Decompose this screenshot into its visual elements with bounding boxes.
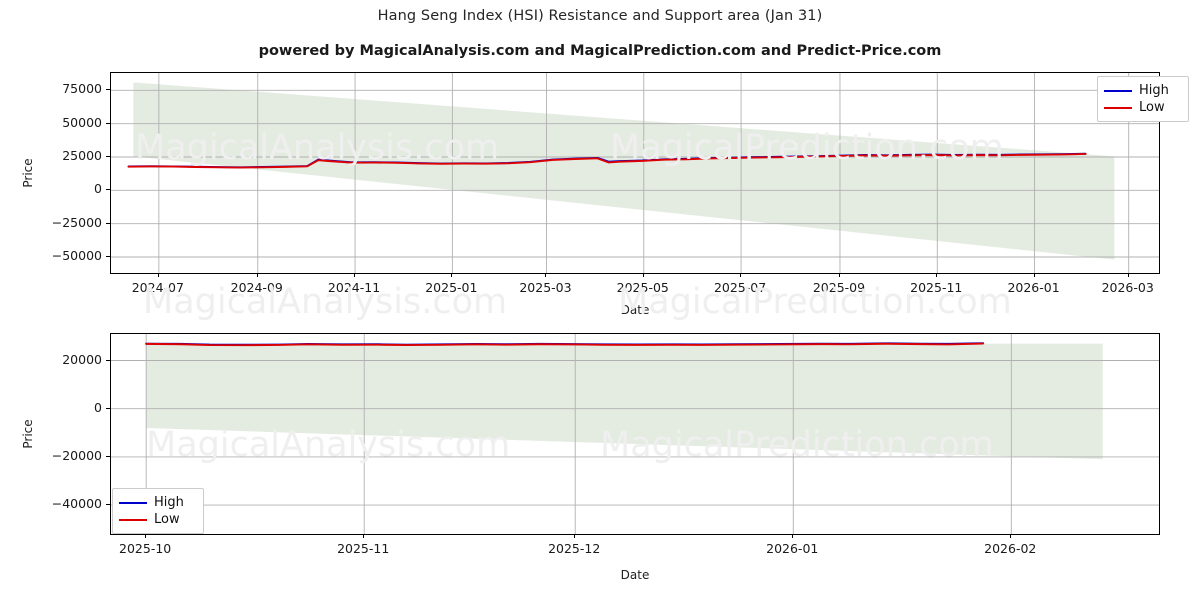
y-tick-mark xyxy=(106,89,110,91)
x-tick-mark xyxy=(354,273,356,277)
x-tick-label: 2025-03 xyxy=(519,280,572,295)
y-tick-label: −50000 xyxy=(51,248,102,263)
x-tick-mark xyxy=(145,534,147,538)
y-tick-label: −20000 xyxy=(51,447,102,463)
x-tick-mark xyxy=(1127,273,1129,277)
y-tick-mark xyxy=(106,222,110,224)
x-tick-label: 2025-12 xyxy=(548,541,601,556)
legend-item-high[interactable]: High xyxy=(119,494,195,511)
x-tick-label: 2024-07 xyxy=(131,280,184,295)
y-tick-mark xyxy=(106,156,110,157)
lower-chart-svg xyxy=(111,334,1159,534)
x-tick-mark xyxy=(574,534,576,538)
x-tick-label: 2024-09 xyxy=(230,280,283,295)
upper-chart-xlabel: Date xyxy=(620,303,650,317)
upper-chart-legend[interactable]: High Low xyxy=(1097,76,1189,122)
y-tick-mark xyxy=(106,256,110,257)
legend-swatch-low xyxy=(1104,106,1132,109)
y-tick-label: 25000 xyxy=(62,148,102,163)
x-tick-label: 2026-02 xyxy=(984,541,1037,556)
x-tick-mark xyxy=(451,273,453,277)
x-tick-label: 2025-07 xyxy=(713,280,767,295)
y-tick-mark xyxy=(106,359,110,361)
x-tick-mark xyxy=(363,534,365,538)
y-tick-label: 20000 xyxy=(62,351,102,367)
lower-chart-xlabel: Date xyxy=(620,568,650,582)
legend-swatch-high xyxy=(1104,89,1132,92)
y-tick-mark xyxy=(106,189,110,191)
x-tick-mark xyxy=(792,534,794,538)
legend-label-high: High xyxy=(1139,83,1169,98)
legend-item-low[interactable]: Low xyxy=(119,511,195,528)
support-resistance-band xyxy=(133,82,1115,260)
x-tick-mark xyxy=(838,273,840,277)
legend-label-high: High xyxy=(154,495,184,510)
series-line-low xyxy=(145,342,985,347)
legend-swatch-high xyxy=(119,501,147,504)
x-tick-mark xyxy=(1010,534,1012,538)
support-resistance-band xyxy=(146,343,1103,460)
upper-chart-ylabel: Price xyxy=(21,158,35,188)
x-tick-label: 2025-11 xyxy=(910,280,963,295)
y-tick-label: 50000 xyxy=(62,114,102,130)
page-subtitle: powered by MagicalAnalysis.com and Magic… xyxy=(258,43,942,59)
y-tick-label: −25000 xyxy=(51,214,102,230)
x-tick-label: 2025-09 xyxy=(812,280,866,295)
y-tick-label: 0 xyxy=(94,399,102,415)
y-tick-label: 0 xyxy=(94,181,102,197)
legend-label-low: Low xyxy=(154,512,180,527)
x-tick-mark xyxy=(545,273,547,277)
x-tick-label: 2024-11 xyxy=(327,280,381,295)
page-title: Hang Seng Index (HSI) Resistance and Sup… xyxy=(377,8,823,24)
lower-chart-legend[interactable]: High Low xyxy=(112,488,204,534)
x-tick-mark xyxy=(1033,273,1035,277)
y-tick-label: 75000 xyxy=(62,81,102,97)
legend-item-low[interactable]: Low xyxy=(1104,99,1180,116)
y-tick-mark xyxy=(106,455,110,457)
y-tick-label: −40000 xyxy=(51,496,102,512)
y-tick-mark xyxy=(106,122,110,124)
legend-label-low: Low xyxy=(1139,100,1165,115)
x-tick-mark xyxy=(936,273,938,277)
x-tick-label: 2026-01 xyxy=(766,541,819,556)
y-tick-mark xyxy=(106,504,110,506)
x-tick-label: 2025-01 xyxy=(425,280,478,295)
upper-chart-plot-area xyxy=(110,72,1160,274)
x-tick-label: 2025-05 xyxy=(616,280,669,295)
x-tick-mark xyxy=(642,273,644,277)
x-tick-label: 2025-10 xyxy=(119,541,172,556)
legend-item-high[interactable]: High xyxy=(1104,82,1180,99)
x-tick-label: 2025-11 xyxy=(337,541,390,556)
y-tick-mark xyxy=(106,407,110,409)
x-tick-label: 2026-03 xyxy=(1101,280,1154,295)
x-tick-mark xyxy=(740,273,742,277)
upper-chart-svg xyxy=(111,73,1159,273)
x-tick-label: 2026-01 xyxy=(1007,280,1060,295)
series-line-low xyxy=(127,152,1087,169)
x-tick-mark xyxy=(256,273,258,277)
x-tick-mark xyxy=(157,273,159,277)
lower-chart-plot-area xyxy=(110,333,1160,535)
legend-swatch-low xyxy=(119,518,147,521)
lower-chart-ylabel: Price xyxy=(21,419,35,449)
